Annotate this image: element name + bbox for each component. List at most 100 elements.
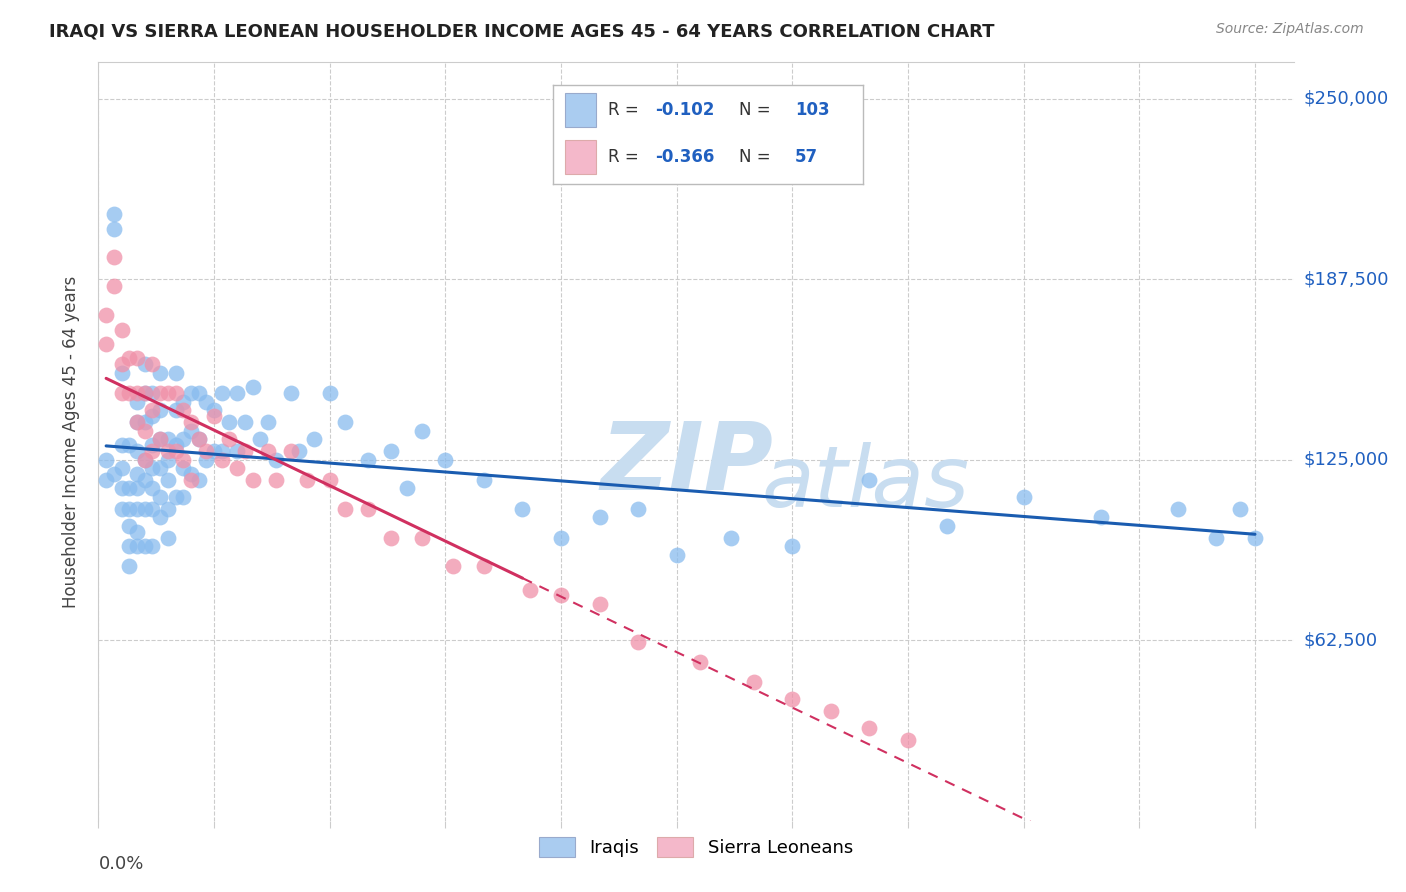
Point [94,308,117,322]
Point [411,424,433,438]
Point [118,438,141,452]
Point [257,415,280,429]
Point [110,386,132,401]
Point [472,473,495,487]
Point [1167,501,1189,516]
Point [782,539,804,553]
Point [226,386,249,401]
Point [141,403,163,417]
Point [156,473,179,487]
Point [211,452,233,467]
Point [233,444,256,458]
Point [319,473,342,487]
Point [395,482,418,496]
Point [141,482,163,496]
Point [742,675,765,690]
Text: atlas: atlas [762,442,970,524]
Point [94,452,117,467]
Point [172,433,194,447]
Point [94,473,117,487]
Point [226,461,249,475]
Point [118,519,141,533]
Point [264,473,287,487]
Point [689,655,711,669]
Point [226,444,249,458]
Point [125,386,148,401]
Point [180,386,202,401]
Point [156,444,179,458]
Point [134,415,156,429]
Point [195,444,218,458]
Point [202,444,225,458]
Point [118,501,141,516]
Point [103,251,125,265]
Point [118,482,141,496]
Point [257,444,280,458]
Point [149,403,172,417]
Point [134,424,156,438]
Point [110,438,132,452]
Point [165,366,187,380]
Text: $187,500: $187,500 [1303,270,1389,288]
Point [218,415,240,429]
Point [134,473,156,487]
Point [187,386,209,401]
Point [627,501,650,516]
Point [218,433,240,447]
Point [249,433,271,447]
Point [172,490,194,504]
Point [156,386,179,401]
Point [202,409,225,424]
Point [110,482,132,496]
Point [149,490,172,504]
Point [588,597,610,611]
Point [720,531,742,545]
Point [288,444,311,458]
Point [125,444,148,458]
Point [472,559,495,574]
Point [134,452,156,467]
Point [149,366,172,380]
Point [118,351,141,366]
Point [165,386,187,401]
Point [242,380,264,394]
Point [333,501,356,516]
Text: Source: ZipAtlas.com: Source: ZipAtlas.com [1216,22,1364,37]
Point [180,424,202,438]
Point [134,357,156,371]
Point [1012,490,1035,504]
Point [411,531,433,545]
Point [242,473,264,487]
Point [319,386,342,401]
Point [550,588,572,602]
Point [118,386,141,401]
Point [149,386,172,401]
Point [858,721,880,735]
Point [149,510,172,524]
Point [434,452,457,467]
Point [134,539,156,553]
Point [380,531,402,545]
Legend: Iraqis, Sierra Leoneans: Iraqis, Sierra Leoneans [531,830,860,864]
Point [187,433,209,447]
Point [380,444,402,458]
Point [156,501,179,516]
Point [180,467,202,481]
Point [103,467,125,481]
Point [110,461,132,475]
Point [519,582,541,597]
Point [1090,510,1112,524]
Point [264,452,287,467]
Point [233,415,256,429]
Point [820,704,842,718]
Point [149,433,172,447]
Y-axis label: Householder Income Ages 45 - 64 years: Householder Income Ages 45 - 64 years [62,276,80,607]
Point [103,221,125,235]
Point [141,461,163,475]
Point [172,403,194,417]
Point [202,403,225,417]
Point [512,501,534,516]
Point [134,386,156,401]
Point [134,452,156,467]
Text: $250,000: $250,000 [1303,89,1388,108]
